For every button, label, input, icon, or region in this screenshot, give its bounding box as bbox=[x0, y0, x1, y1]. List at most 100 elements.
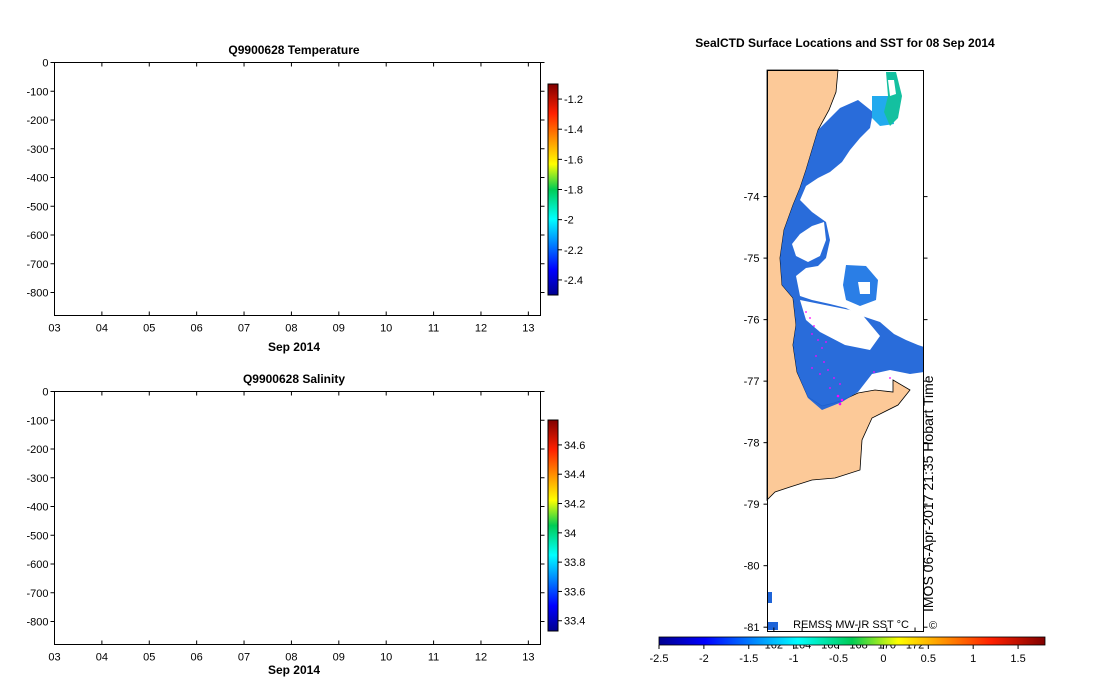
colorbar-tick-label: 34 bbox=[564, 528, 576, 540]
y-tick-label: -100 bbox=[26, 86, 48, 98]
y-tick-label: 0 bbox=[42, 387, 48, 399]
colorbar-tick-label: -1.8 bbox=[564, 185, 583, 197]
sst-colorbar-tick-label: -2.5 bbox=[650, 653, 669, 665]
salinity-panel: Q9900628 Salinity 0 -100 -200 -300 -400 -500 -… bbox=[26, 372, 585, 677]
colorbar-tick-label: 34.4 bbox=[564, 469, 585, 481]
colorbar-tick-label: 34.2 bbox=[564, 499, 585, 511]
lat-tick-label: -81 bbox=[744, 622, 760, 634]
y-tick-label: -400 bbox=[26, 502, 48, 514]
salinity-y-axis: 0 -100 -200 -300 -400 -500 -600 -700 -800 bbox=[26, 387, 545, 629]
credit-group: IMOS 06-Apr-2017 21:35 Hobart Time bbox=[920, 375, 936, 612]
y-tick-label: 0 bbox=[42, 58, 48, 70]
x-tick-label: 10 bbox=[380, 323, 392, 335]
sst-colorbar-tick-label: 0.5 bbox=[921, 653, 936, 665]
lat-tick-label: -75 bbox=[744, 253, 760, 265]
sst-colorbar-label: REMSS MW-IR SST °C bbox=[793, 619, 909, 631]
x-tick-label: 11 bbox=[428, 323, 439, 335]
sst-gap-2 bbox=[800, 300, 880, 350]
sst-colorbar-ticks: -2.5 -2 -1.5 -1 -0.5 0 0.5 1 1.5 bbox=[650, 645, 1026, 665]
x-tick-label: 05 bbox=[143, 652, 155, 664]
seal-ctd-locations bbox=[805, 311, 891, 406]
temperature-panel: Q9900628 Temperature 0 -100 -200 -300 -400 -5… bbox=[26, 43, 583, 354]
temperature-title: Q9900628 Temperature bbox=[228, 43, 360, 57]
y-tick-label: -300 bbox=[26, 144, 48, 156]
x-tick-label: 05 bbox=[143, 323, 155, 335]
colorbar-tick-label: 33.8 bbox=[564, 557, 585, 569]
colorbar-tick-label: 34.6 bbox=[564, 440, 585, 452]
sst-gap-4 bbox=[888, 80, 896, 96]
x-tick-label: 13 bbox=[522, 323, 534, 335]
x-tick-label: 13 bbox=[522, 652, 534, 664]
y-tick-label: -800 bbox=[26, 617, 48, 629]
sst-gap-1 bbox=[792, 222, 826, 262]
colorbar-tick-label: -2 bbox=[564, 215, 574, 227]
sst-field-north-teal bbox=[884, 72, 902, 126]
x-tick-label: 03 bbox=[48, 652, 60, 664]
x-tick-label: 06 bbox=[191, 323, 203, 335]
x-tick-label: 06 bbox=[191, 652, 203, 664]
y-tick-label: -600 bbox=[26, 230, 48, 242]
sst-field-coastal bbox=[780, 100, 924, 410]
y-tick-label: -600 bbox=[26, 559, 48, 571]
map-title: SealCTD Surface Locations and SST for 08… bbox=[695, 36, 995, 50]
y-tick-label: -700 bbox=[26, 259, 48, 271]
x-tick-label: 07 bbox=[238, 652, 250, 664]
salinity-x-label: Sep 2014 bbox=[268, 663, 320, 677]
lat-tick-label: -76 bbox=[744, 315, 760, 327]
map-latitude-axis: -74 -75 -76 -77 -78 -79 -80 -81 bbox=[744, 192, 928, 634]
lat-tick-label: -80 bbox=[744, 561, 760, 573]
colorbar-tick-label: -2.4 bbox=[564, 275, 583, 287]
y-tick-label: -200 bbox=[26, 115, 48, 127]
sst-gap-3 bbox=[858, 282, 870, 294]
colorbar-tick-label: -1.4 bbox=[564, 124, 583, 136]
sst-colorbar-tick-label: 1.5 bbox=[1010, 653, 1025, 665]
colorbar-tick-label: 33.6 bbox=[564, 586, 585, 598]
temperature-x-axis: 03 04 05 06 07 08 09 10 11 12 13 bbox=[48, 62, 534, 335]
x-tick-label: 07 bbox=[238, 323, 250, 335]
sst-map-panel: SealCTD Surface Locations and SST for 08… bbox=[650, 36, 1046, 665]
x-tick-label: 03 bbox=[48, 323, 60, 335]
temperature-plot-area bbox=[54, 62, 541, 316]
y-tick-label: -100 bbox=[26, 415, 48, 427]
y-tick-label: -300 bbox=[26, 473, 48, 485]
x-tick-label: 04 bbox=[96, 323, 108, 335]
sst-colorbar-tick-label: -2 bbox=[699, 653, 709, 665]
lat-tick-label: -74 bbox=[744, 192, 760, 204]
y-tick-label: -200 bbox=[26, 444, 48, 456]
lat-tick-label: -77 bbox=[744, 376, 760, 388]
sst-colorbar-tick-label: 0 bbox=[880, 653, 886, 665]
x-tick-label: 12 bbox=[475, 652, 487, 664]
sst-field-corner bbox=[767, 592, 772, 603]
y-tick-label: -500 bbox=[26, 530, 48, 542]
y-tick-label: -500 bbox=[26, 201, 48, 213]
y-tick-label: -400 bbox=[26, 173, 48, 185]
colorbar-tick-label: -1.2 bbox=[564, 94, 583, 106]
colorbar-tick-label: -2.2 bbox=[564, 245, 583, 257]
x-tick-label: 11 bbox=[428, 652, 439, 664]
x-tick-label: 12 bbox=[475, 323, 487, 335]
x-tick-label: 04 bbox=[96, 652, 108, 664]
temperature-colorbar-ticks: -1.2 -1.4 -1.6 -1.8 -2 -2.2 -2.4 bbox=[558, 94, 583, 287]
x-tick-label: 09 bbox=[333, 652, 345, 664]
lat-tick-label: -79 bbox=[744, 499, 760, 511]
x-tick-label: 08 bbox=[285, 323, 297, 335]
salinity-title: Q9900628 Salinity bbox=[243, 372, 345, 386]
map-frame bbox=[767, 70, 924, 632]
y-tick-label: -700 bbox=[26, 588, 48, 600]
sst-colorbar-tick-label: -1 bbox=[789, 653, 799, 665]
sst-colorbar-tick-label: -1.5 bbox=[739, 653, 758, 665]
x-tick-label: 09 bbox=[333, 323, 345, 335]
x-tick-label: 10 bbox=[380, 652, 392, 664]
credit-symbol: © bbox=[929, 620, 937, 632]
credit-text: IMOS 06-Apr-2017 21:35 Hobart Time bbox=[920, 375, 936, 612]
sst-field-corner-2 bbox=[767, 622, 778, 630]
x-tick-label: 08 bbox=[285, 652, 297, 664]
colorbar-tick-label: 33.4 bbox=[564, 616, 585, 628]
temperature-y-axis: 0 -100 -200 -300 -400 -500 -600 -700 -800 bbox=[26, 58, 545, 300]
temperature-x-label: Sep 2014 bbox=[268, 340, 320, 354]
sst-colorbar-tick-label: -0.5 bbox=[829, 653, 848, 665]
salinity-colorbar-ticks: 34.6 34.4 34.2 34 33.8 33.6 33.4 bbox=[558, 440, 585, 628]
salinity-colorbar bbox=[547, 419, 559, 632]
colorbar-tick-label: -1.6 bbox=[564, 154, 583, 166]
